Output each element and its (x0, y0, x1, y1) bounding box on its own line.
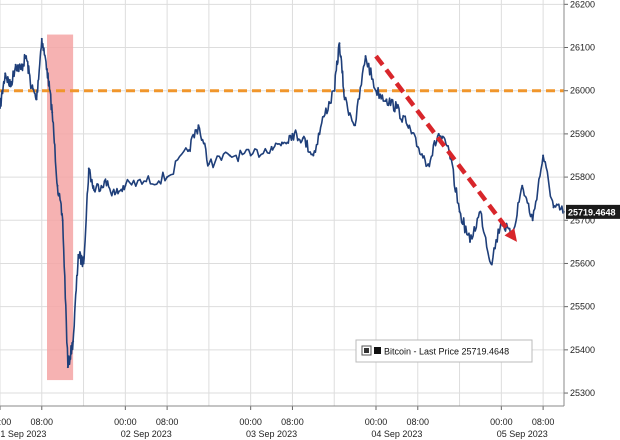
bitcoin-price-point (427, 163, 430, 166)
bitcoin-price-point (113, 193, 116, 196)
bitcoin-price-point (51, 111, 54, 114)
y-tick-label: 25800 (570, 172, 595, 182)
y-tick-label: 25500 (570, 302, 595, 312)
bitcoin-price-point (489, 262, 492, 265)
bitcoin-price-point (66, 366, 69, 369)
bitcoin-price-point (77, 253, 80, 256)
bitcoin-price-point (437, 132, 440, 135)
bitcoin-price-point (249, 154, 252, 157)
bitcoin-price-point (521, 184, 524, 187)
y-tick-label: 25600 (570, 258, 595, 268)
x-date-tick-label: 02 Sep 2023 (121, 429, 172, 439)
bitcoin-price-point (458, 210, 461, 213)
bitcoin-price-point (93, 189, 95, 192)
y-tick-label: 26200 (570, 0, 595, 9)
bitcoin-price-point (61, 219, 64, 222)
bitcoin-price-point (322, 115, 325, 118)
trend-arrow-head (504, 228, 517, 242)
x-time-tick-label: 00:00 (490, 417, 513, 427)
bitcoin-price-point (30, 85, 33, 88)
bitcoin-price-point (291, 132, 294, 135)
x-time-tick-label: 08:00 (31, 417, 54, 427)
bitcoin-price-point (87, 167, 90, 170)
bitcoin-price-point (343, 98, 346, 101)
bitcoin-price-point (416, 145, 419, 148)
trend-arrow-shaft (374, 54, 513, 235)
legend-label: Bitcoin - Last Price 25719.4648 (384, 347, 509, 357)
bitcoin-price-point (479, 210, 482, 213)
last-price-label: 25719.4648 (568, 207, 616, 217)
legend: Bitcoin - Last Price 25719.4648 (355, 339, 533, 363)
bitcoin-price-point (364, 55, 367, 58)
bitcoin-price-point (531, 219, 534, 222)
x-time-tick-label: 08:00 (407, 417, 430, 427)
bitcoin-price-point (46, 68, 48, 71)
bitcoin-price-point (469, 240, 471, 243)
x-time-tick-label: 08:00 (281, 417, 304, 427)
series-layer (0, 37, 565, 369)
bitcoin-price-point (9, 85, 12, 88)
bitcoin-price-point (4, 72, 7, 75)
bitcoin-price-point (333, 89, 336, 92)
bitcoin-price-point (72, 340, 75, 343)
bitcoin-price-point (25, 55, 28, 58)
x-date-tick-label: 03 Sep 2023 (246, 429, 297, 439)
legend-checkbox-mark (364, 348, 369, 353)
trend-arrow-layer (374, 54, 517, 242)
bitcoin-price-point (338, 42, 341, 45)
crash-highlight-band (47, 34, 74, 381)
bitcoin-price-point (312, 154, 315, 157)
bitcoin-price-point (124, 184, 127, 187)
y-tick-label: 25900 (570, 129, 595, 139)
x-time-tick-label: 00:00 (365, 417, 388, 427)
bitcoin-price-point (375, 89, 377, 92)
bitcoin-price-point (197, 124, 200, 127)
y-tick-label: 25300 (570, 388, 595, 398)
bitcoin-price-point (228, 154, 231, 157)
bitcoin-price-point (406, 124, 409, 127)
bitcoin-price-point (281, 141, 283, 144)
bitcoin-price-point (270, 145, 273, 148)
bitcoin-price-point (56, 184, 59, 187)
bitcoin-price-point (187, 150, 189, 153)
bitcoin-price-point (552, 206, 555, 209)
bitcoin-price-point (0, 106, 1, 109)
x-time-tick-label: 00:00 (114, 417, 137, 427)
legend-box (355, 339, 533, 363)
bitcoin-price-point (19, 68, 22, 71)
y-tick-label: 26100 (570, 43, 595, 53)
bitcoin-price-point (145, 180, 148, 183)
bitcoin-price-point (395, 106, 398, 109)
x-date-tick-label: 01 Sep 2023 (0, 429, 46, 439)
x-date-tick-label: 04 Sep 2023 (371, 429, 422, 439)
bitcoin-price-point (35, 98, 38, 101)
grid-layer (0, 0, 564, 406)
y-tick-label: 25700 (570, 215, 595, 225)
bitcoin-price-point (385, 98, 388, 101)
bitcoin-price-point (82, 262, 85, 265)
x-time-tick-label: 00:00 (0, 417, 11, 427)
bitcoin-price-point (354, 124, 357, 127)
bitcoin-price-point (166, 176, 169, 179)
x-date-tick-label: 05 Sep 2023 (497, 429, 548, 439)
x-time-tick-label: 08:00 (156, 417, 179, 427)
bitcoin-price-point (301, 137, 304, 140)
last-price-marker (566, 204, 620, 219)
highlight-band-layer (47, 34, 74, 381)
x-time-tick-label: 00:00 (239, 417, 262, 427)
legend-swatch (374, 347, 381, 354)
bitcoin-price-point (14, 63, 17, 66)
x-time-tick-label: 08:00 (532, 417, 555, 427)
y-tick-label: 25400 (570, 345, 595, 355)
bitcoin-price-point (40, 37, 43, 40)
bitcoin-price-point (207, 163, 210, 166)
y-tick-label: 26000 (570, 86, 595, 96)
bitcoin-price-point (103, 180, 106, 183)
bitcoin-price-point (542, 154, 545, 157)
